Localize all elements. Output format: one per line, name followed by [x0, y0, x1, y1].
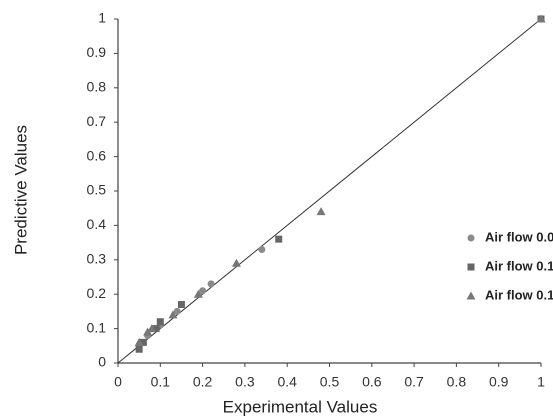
x-tick-label: 1 — [537, 374, 545, 390]
marker-circle — [258, 245, 266, 253]
x-tick-label: 0.9 — [489, 374, 509, 390]
marker-triangle — [231, 258, 241, 267]
y-tick-label: 0.5 — [87, 182, 107, 198]
y-tick-label: 0 — [98, 354, 106, 370]
marker-circle — [173, 307, 181, 315]
marker-square — [177, 301, 185, 309]
y-tick-label: 0.9 — [87, 44, 107, 60]
marker-triangle — [134, 337, 144, 346]
marker-square — [152, 325, 160, 333]
marker-square — [156, 318, 164, 326]
identity-line — [117, 18, 542, 364]
marker-square — [139, 338, 147, 346]
marker-circle — [199, 287, 207, 295]
x-tick-label: 0.1 — [151, 374, 171, 390]
marker-circle — [467, 234, 475, 242]
x-tick-label: 0.4 — [277, 374, 297, 390]
legend-text: Air flow 0.085 m³/s — [485, 229, 553, 244]
marker-triangle — [466, 291, 476, 300]
x-tick-label: 0.8 — [447, 374, 467, 390]
x-tick-label: 0.7 — [404, 374, 424, 390]
marker-triangle — [147, 324, 157, 333]
y-tick-label: 1 — [98, 10, 106, 26]
x-tick-label: 0.6 — [362, 374, 382, 390]
x-axis-title: Experimental Values — [223, 397, 378, 416]
legend-text: Air flow 0.171 m³/s — [485, 287, 553, 302]
y-tick-label: 0.3 — [87, 251, 107, 267]
marker-triangle — [193, 289, 203, 298]
marker-square — [275, 235, 283, 243]
y-tick-label: 0.1 — [87, 319, 107, 335]
y-axis-title: Predictive Values — [11, 125, 30, 255]
x-tick-label: 0.3 — [235, 374, 255, 390]
y-tick-label: 0.7 — [87, 113, 107, 129]
x-tick-label: 0 — [114, 374, 122, 390]
y-tick-label: 0.6 — [87, 147, 107, 163]
y-tick-label: 0.2 — [87, 285, 107, 301]
x-tick-label: 0.2 — [193, 374, 213, 390]
marker-square — [467, 263, 475, 271]
y-tick-label: 0.4 — [87, 216, 107, 232]
x-tick-label: 0.5 — [320, 374, 340, 390]
y-tick-label: 0.8 — [87, 79, 107, 95]
marker-triangle — [168, 310, 178, 319]
marker-triangle — [143, 327, 153, 336]
legend-text: Air flow 0.126 m³/s — [485, 258, 553, 273]
marker-circle — [207, 280, 215, 288]
marker-triangle — [316, 207, 326, 216]
marker-triangle — [536, 14, 546, 23]
marker-square — [135, 345, 143, 353]
